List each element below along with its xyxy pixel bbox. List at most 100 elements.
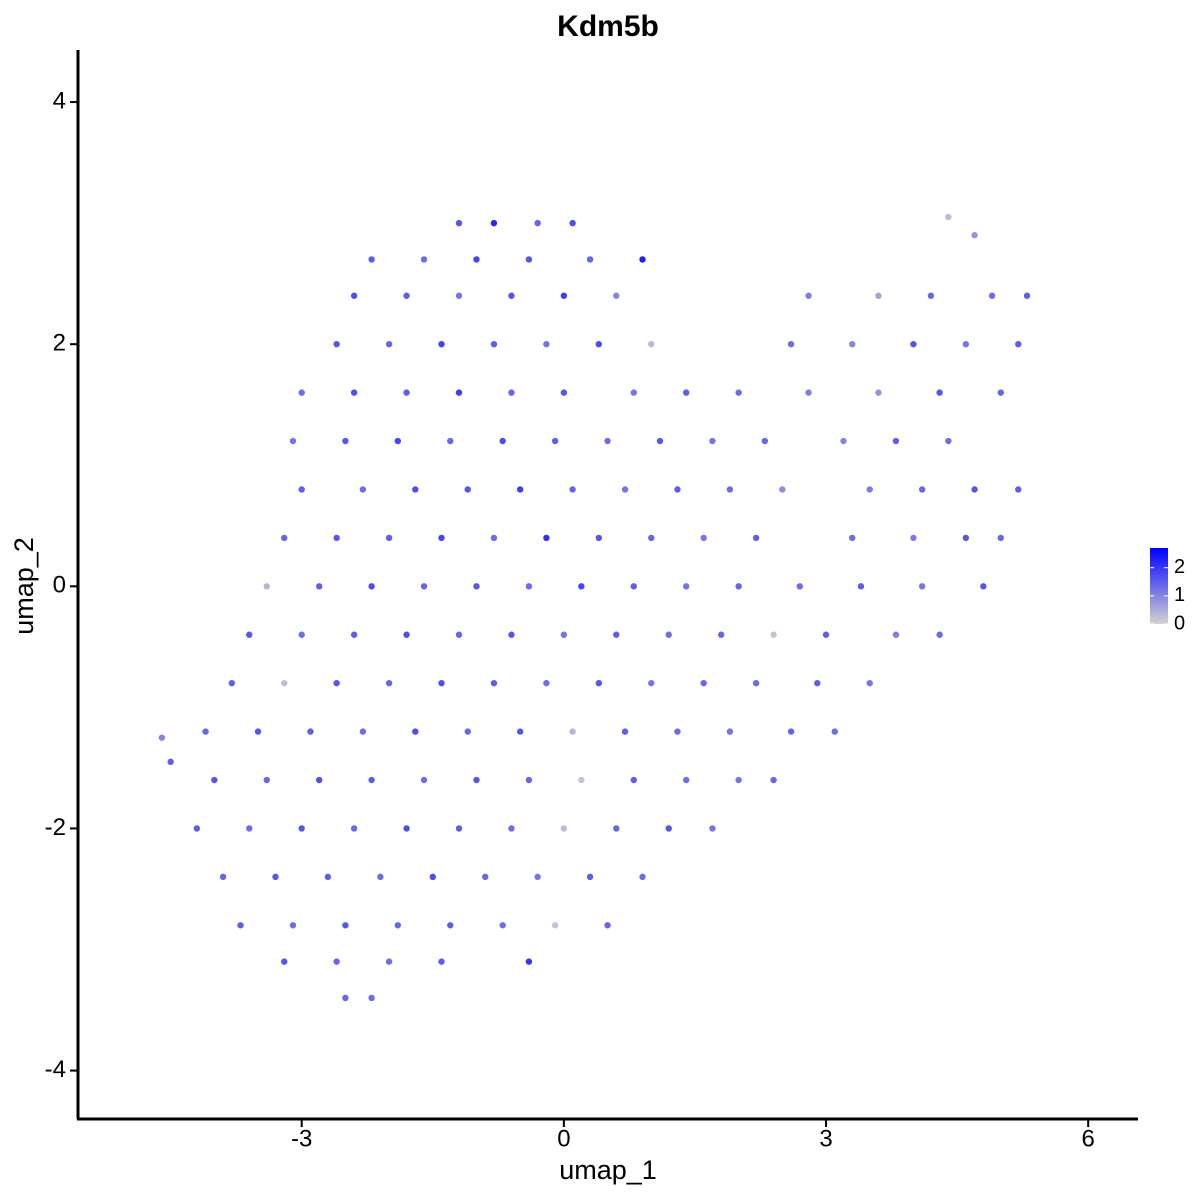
y-tick-label: 2 [53, 330, 66, 357]
point [674, 486, 681, 493]
point [814, 679, 821, 687]
point [849, 534, 856, 542]
point [403, 389, 410, 396]
point [298, 825, 305, 832]
point [455, 825, 463, 832]
point [892, 437, 900, 445]
point [752, 679, 760, 687]
point [272, 873, 279, 881]
point [377, 873, 384, 881]
point [350, 389, 358, 396]
point [473, 256, 480, 263]
point [307, 728, 314, 735]
point [420, 776, 428, 784]
point [805, 389, 812, 396]
point [1015, 486, 1022, 493]
colorbar-tick-label: 2 [1174, 556, 1185, 578]
point [569, 219, 576, 227]
point [368, 776, 375, 784]
point [560, 825, 568, 832]
point [648, 534, 655, 542]
point [578, 583, 585, 590]
point [281, 958, 288, 965]
point [630, 389, 637, 396]
point [1015, 340, 1022, 348]
point [473, 776, 480, 784]
point [586, 256, 594, 263]
point [936, 631, 943, 638]
point [560, 389, 568, 396]
point [988, 292, 996, 299]
point [525, 583, 533, 590]
point [368, 994, 375, 1002]
colorbar-tick-label: 1 [1174, 584, 1185, 606]
point [455, 219, 463, 227]
point [595, 679, 603, 687]
point [656, 437, 664, 445]
point [822, 631, 830, 638]
point [289, 437, 297, 445]
point [281, 679, 288, 687]
point [525, 256, 533, 263]
point [490, 534, 498, 542]
point [962, 534, 970, 542]
point [604, 437, 611, 445]
point [866, 486, 873, 493]
point [560, 292, 568, 299]
point [586, 873, 594, 881]
point [508, 389, 515, 396]
point [613, 292, 620, 299]
point [516, 728, 524, 735]
point [385, 958, 393, 965]
point [779, 486, 786, 493]
point [831, 728, 838, 735]
point [438, 340, 445, 348]
point [857, 583, 865, 590]
point [639, 256, 646, 263]
point [315, 776, 323, 784]
point [350, 631, 358, 638]
point [918, 486, 926, 493]
point [412, 728, 419, 735]
point [490, 679, 498, 687]
point [700, 679, 707, 687]
point [298, 486, 305, 493]
point [254, 728, 262, 735]
point [525, 776, 533, 784]
point [674, 728, 681, 735]
x-tick-label: 6 [1082, 1125, 1095, 1152]
point [246, 825, 253, 832]
point [464, 728, 471, 735]
point [237, 922, 244, 929]
point [980, 583, 987, 590]
point [997, 534, 1005, 542]
point [438, 534, 445, 542]
point [971, 232, 978, 239]
point [482, 873, 489, 881]
point [840, 437, 847, 445]
point [787, 728, 795, 735]
point [193, 825, 201, 832]
colorbar-tick-label: 0 [1174, 612, 1185, 634]
point [910, 340, 917, 348]
point [525, 958, 533, 965]
point [333, 534, 340, 542]
point [551, 437, 559, 445]
chart-title: Kdm5b [557, 10, 659, 43]
point [508, 292, 515, 299]
x-tick-label: -3 [291, 1125, 312, 1152]
point [936, 389, 943, 396]
point [490, 219, 498, 227]
point [394, 922, 402, 929]
point [534, 873, 541, 881]
point [805, 292, 812, 299]
point [202, 728, 209, 735]
point [403, 292, 410, 299]
point [971, 486, 978, 493]
point [945, 213, 952, 221]
point [438, 958, 445, 965]
point [455, 389, 463, 396]
point [630, 583, 637, 590]
point [630, 776, 637, 784]
y-tick-label: 4 [53, 87, 66, 114]
